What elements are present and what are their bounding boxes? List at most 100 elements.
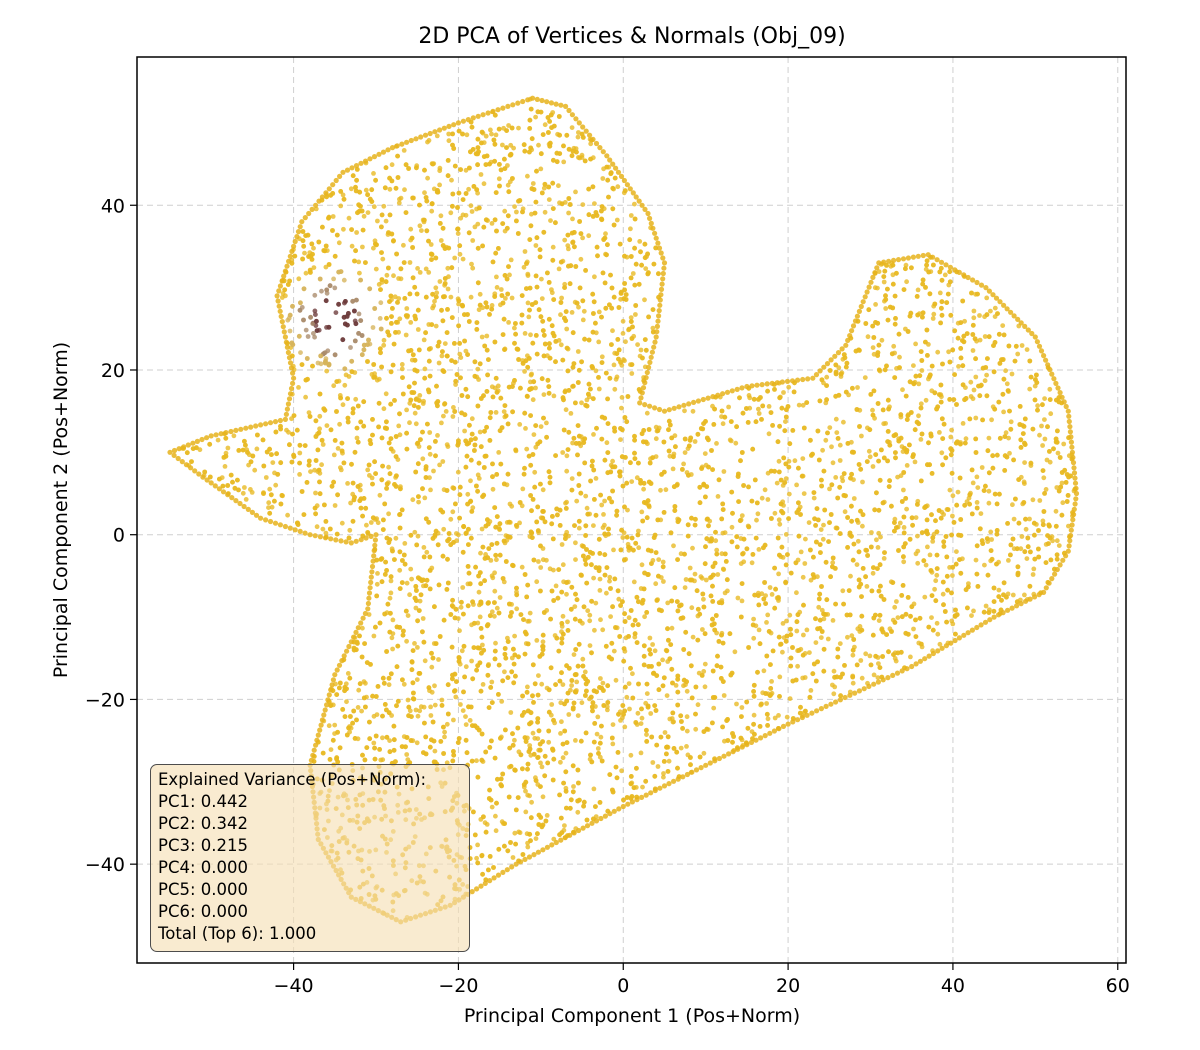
- data-point: [406, 704, 412, 710]
- data-point: [538, 760, 543, 766]
- data-point: [540, 639, 546, 645]
- data-point: [389, 635, 395, 641]
- data-point: [559, 719, 564, 725]
- data-point: [968, 379, 974, 385]
- data-point: [422, 658, 428, 664]
- data-point: [784, 618, 789, 624]
- data-point: [500, 221, 506, 227]
- data-point: [682, 585, 688, 590]
- data-point: [433, 439, 438, 444]
- data-point: [869, 530, 874, 535]
- data-point: [603, 231, 608, 237]
- data-point: [490, 486, 496, 492]
- data-point: [450, 414, 456, 419]
- data-point: [788, 626, 793, 632]
- data-point: [266, 500, 272, 506]
- data-point: [460, 549, 466, 555]
- data-point: [958, 355, 964, 361]
- data-point: [376, 376, 382, 382]
- data-point: [602, 498, 607, 504]
- data-point: [441, 526, 447, 532]
- data-point: [424, 549, 430, 555]
- data-point: [451, 717, 456, 723]
- data-point: [575, 713, 581, 718]
- data-point: [353, 248, 358, 254]
- data-point: [892, 321, 898, 327]
- data-point: [986, 470, 992, 476]
- data-point: [670, 719, 676, 725]
- data-point: [897, 520, 903, 526]
- data-point: [492, 141, 498, 147]
- data-point: [794, 482, 799, 488]
- data-point: [624, 694, 630, 700]
- data-point: [781, 390, 786, 395]
- data-point: [500, 300, 506, 306]
- data-point: [356, 259, 362, 265]
- data-point: [1037, 498, 1043, 503]
- data-point: [678, 713, 684, 719]
- data-point: [644, 681, 650, 687]
- data-point: [478, 550, 483, 556]
- data-point: [593, 600, 599, 606]
- data-point: [443, 409, 449, 414]
- data-point: [378, 300, 384, 306]
- data-point: [407, 708, 413, 714]
- data-point: [988, 308, 993, 314]
- data-point: [409, 576, 414, 582]
- data-point: [477, 291, 483, 297]
- data-point: [515, 231, 521, 236]
- data-point: [500, 142, 505, 148]
- data-point: [551, 567, 556, 573]
- data-point: [475, 221, 481, 227]
- data-point: [412, 641, 417, 646]
- data-point: [1010, 502, 1015, 508]
- data-point: [802, 561, 808, 566]
- data-point: [522, 331, 528, 336]
- data-point: [641, 653, 647, 659]
- data-point: [414, 542, 420, 548]
- data-point: [992, 491, 998, 497]
- data-point: [442, 734, 447, 740]
- data-point: [711, 705, 717, 711]
- data-point: [830, 460, 836, 466]
- data-point: [377, 316, 383, 321]
- data-point: [325, 348, 331, 354]
- data-point: [606, 194, 611, 200]
- data-point: [423, 294, 429, 300]
- data-point: [684, 714, 690, 720]
- data-point: [808, 577, 814, 583]
- data-point: [413, 605, 419, 611]
- data-point: [522, 369, 527, 374]
- data-point: [261, 463, 267, 469]
- data-point: [806, 520, 812, 525]
- data-point: [428, 713, 434, 718]
- data-point: [629, 479, 635, 484]
- data-point: [374, 712, 380, 717]
- data-point: [1031, 566, 1037, 572]
- data-point: [600, 680, 606, 686]
- data-point: [981, 609, 987, 615]
- data-point: [364, 522, 369, 528]
- data-point: [452, 409, 458, 414]
- data-point: [558, 731, 563, 736]
- data-point: [517, 830, 523, 836]
- data-point: [387, 299, 392, 304]
- data-point: [405, 697, 411, 703]
- data-point: [628, 774, 634, 779]
- data-point: [784, 633, 790, 639]
- data-point: [508, 151, 514, 157]
- data-point: [807, 650, 812, 655]
- data-point: [587, 612, 593, 618]
- data-point: [380, 463, 385, 469]
- data-point: [642, 614, 647, 620]
- data-point: [539, 764, 545, 770]
- data-point: [559, 640, 565, 646]
- data-point: [493, 132, 499, 138]
- data-point: [586, 391, 591, 397]
- data-point: [566, 712, 572, 717]
- data-point: [331, 452, 337, 458]
- data-point: [390, 646, 395, 652]
- data-point: [436, 657, 441, 662]
- data-point: [1004, 381, 1010, 387]
- data-point: [950, 621, 956, 627]
